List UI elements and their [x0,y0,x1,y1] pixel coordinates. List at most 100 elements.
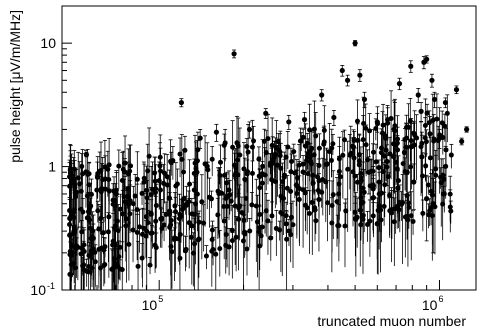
data-point [433,166,439,172]
ticks [62,5,440,291]
data-point [196,219,202,225]
data-point [360,216,366,222]
data-point [144,228,150,234]
data-point [216,191,222,197]
data-point [288,232,294,238]
data-point [210,246,216,252]
data-point [244,144,250,150]
data-point [105,229,111,235]
data-point [313,133,319,139]
data-point [407,118,413,124]
data-point [157,187,163,193]
data-point [124,194,130,200]
data-point [361,189,367,195]
data-point [447,191,453,197]
data-point [440,172,446,178]
data-point [385,174,391,180]
data-point [126,241,132,247]
data-point [429,192,435,198]
data-point [344,77,351,83]
data-point [307,127,313,133]
data-point [442,99,449,106]
data-point [195,237,201,243]
data-point [245,149,251,155]
data-point [289,158,295,164]
data-point [370,186,376,192]
data-point [98,167,104,173]
data-point [87,204,93,210]
data-point [172,203,178,209]
data-point [360,137,366,143]
data-point [106,188,112,194]
data-point [171,236,177,242]
data-point [177,151,183,157]
data-point [139,255,145,261]
data-point [288,188,294,194]
data-point [310,172,316,178]
data-point [106,214,112,220]
data-point [424,196,430,202]
y-tick-label: 1 [48,159,56,175]
data-point [83,152,90,158]
data-point [440,135,446,141]
data-point [102,176,108,182]
data-point [275,139,281,145]
data-point [134,207,140,213]
data-point [117,206,123,212]
data-point [334,199,340,205]
data-point [365,157,371,163]
data-point [263,208,269,214]
data-point [329,203,335,209]
data-point [120,211,126,217]
data-point [161,180,167,186]
data-point [279,211,285,217]
data-point [67,232,73,238]
data-point [428,205,434,211]
y-tick-exponent: -1 [47,281,55,291]
data-point [403,144,409,150]
data-point [393,159,399,165]
data-point [424,110,430,116]
data-point [81,242,87,248]
data-point [356,152,362,158]
data-point [310,180,316,186]
data-point [269,142,275,148]
data-point [406,124,412,130]
data-point [119,178,125,184]
data-point [406,200,412,206]
data-point [330,141,336,147]
data-point [167,224,173,230]
data-point [226,187,232,193]
data-point [321,127,327,133]
data-point [304,158,310,164]
data-point [283,221,289,227]
data-point [345,166,351,172]
x-axis-title: truncated muon number [317,313,466,329]
data-point [392,128,398,134]
data-point [79,163,85,169]
x-tick-label: 10 [422,297,438,313]
data-point [221,218,227,224]
data-point [312,207,318,213]
data-point [90,246,96,252]
data-point [388,116,394,122]
data-point [254,219,260,225]
data-point [194,158,200,164]
data-point [316,197,322,203]
data-point [152,189,158,195]
data-point [383,147,389,153]
data-point [157,163,163,169]
data-point [148,192,154,198]
data-point [295,175,301,181]
data-point [143,214,149,220]
data-point [376,165,382,171]
data-point [402,169,408,175]
data-point [186,199,192,205]
data-point [328,157,334,163]
data-point [375,207,381,213]
data-point [217,246,223,252]
data-point [149,230,155,236]
data-point [117,244,123,250]
data-point [324,200,330,206]
data-point [360,185,366,191]
